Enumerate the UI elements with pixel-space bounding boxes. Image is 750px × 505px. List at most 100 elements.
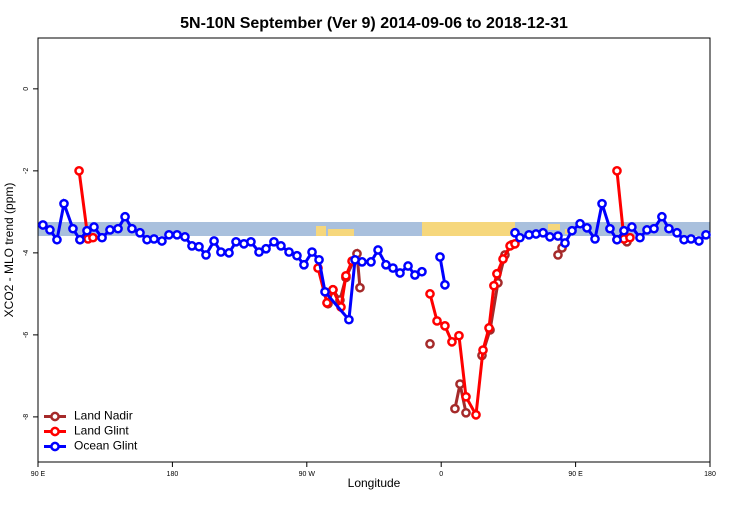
data-point <box>657 211 667 222</box>
data-point <box>113 223 123 234</box>
data-point <box>575 218 585 229</box>
data-point <box>373 245 383 255</box>
y-tick-label: -6 <box>23 332 30 338</box>
data-point <box>403 261 413 271</box>
data-point <box>417 266 427 277</box>
data-point <box>355 282 365 293</box>
data-point <box>510 238 520 249</box>
data-point <box>261 243 271 254</box>
data-point <box>216 247 226 257</box>
data-point <box>97 232 107 243</box>
data-point <box>590 234 600 244</box>
x-tick-label: 180 <box>167 471 179 478</box>
data-point <box>89 222 99 232</box>
x-tick-label: 90 W <box>299 471 316 478</box>
data-point <box>478 345 488 355</box>
data-point <box>135 227 145 238</box>
data-point <box>45 225 55 235</box>
legend-marker <box>50 411 60 422</box>
x-axis-label: Longitude <box>348 476 401 490</box>
land-patch <box>548 224 560 230</box>
data-point <box>425 289 435 299</box>
data-point <box>344 314 354 325</box>
data-point <box>209 236 219 246</box>
data-point <box>269 236 279 247</box>
land-patch <box>422 222 515 236</box>
data-point <box>194 241 204 252</box>
legend-marker <box>50 426 60 437</box>
series <box>38 198 711 325</box>
legend-label: Land Nadir <box>74 409 133 423</box>
data-point <box>172 229 182 240</box>
data-point <box>612 234 622 245</box>
data-point <box>74 166 84 176</box>
data-point <box>560 238 570 248</box>
data-point <box>447 337 457 347</box>
data-point <box>435 252 445 262</box>
data-point <box>38 220 48 230</box>
data-point <box>322 298 332 308</box>
data-point <box>605 223 615 234</box>
data-point <box>515 232 525 243</box>
data-point <box>127 223 137 234</box>
data-point <box>292 250 302 261</box>
data-point <box>672 227 682 238</box>
data-point <box>180 232 190 242</box>
data-point <box>246 236 256 247</box>
data-point <box>649 223 659 234</box>
data-point <box>701 229 711 240</box>
data-point <box>625 232 635 243</box>
data-point <box>471 409 481 420</box>
data-point <box>388 263 398 273</box>
data-point <box>105 225 115 235</box>
data-point <box>328 284 338 295</box>
legend-label: Land Glint <box>74 424 129 438</box>
x-tick-label: 0 <box>439 471 443 478</box>
data-point <box>664 223 674 234</box>
data-point <box>425 339 435 349</box>
data-point <box>553 250 563 260</box>
data-point <box>484 323 494 333</box>
y-tick-label: -8 <box>23 414 30 420</box>
legend-marker <box>50 441 60 452</box>
data-point <box>299 259 309 270</box>
y-tick-label: -2 <box>23 168 30 174</box>
data-point <box>612 166 622 176</box>
data-point <box>120 211 130 222</box>
data-point <box>201 250 211 260</box>
data-point <box>567 225 577 236</box>
y-axis-label: XCO2 - MLO trend (ppm) <box>2 183 16 318</box>
data-point <box>320 286 330 297</box>
land-patch <box>328 229 354 236</box>
data-point <box>498 254 508 264</box>
data-point <box>157 236 167 246</box>
data-point <box>164 229 174 240</box>
data-point <box>307 247 317 257</box>
data-point <box>395 268 405 278</box>
data-point <box>461 407 471 418</box>
data-point <box>224 248 234 258</box>
data-point <box>545 232 555 242</box>
data-point <box>284 247 294 257</box>
data-point <box>461 391 471 402</box>
legend-label: Ocean Glint <box>74 439 138 453</box>
data-point <box>276 241 286 251</box>
y-tick-label: -4 <box>23 250 30 256</box>
plot-frame <box>37 37 711 463</box>
data-point <box>231 236 241 247</box>
data-point <box>366 257 376 267</box>
data-point <box>440 280 450 290</box>
data-point <box>341 270 351 281</box>
data-point <box>432 316 442 326</box>
data-point <box>538 227 548 238</box>
y-tick-label: 0 <box>23 87 30 91</box>
x-tick-label: 180 <box>704 471 716 478</box>
data-point <box>149 234 159 244</box>
data-point <box>357 257 367 267</box>
series <box>74 166 635 420</box>
data-point <box>582 223 592 233</box>
x-tick-label: 90 E <box>568 471 583 478</box>
data-point <box>635 232 645 243</box>
data-point <box>455 379 465 389</box>
